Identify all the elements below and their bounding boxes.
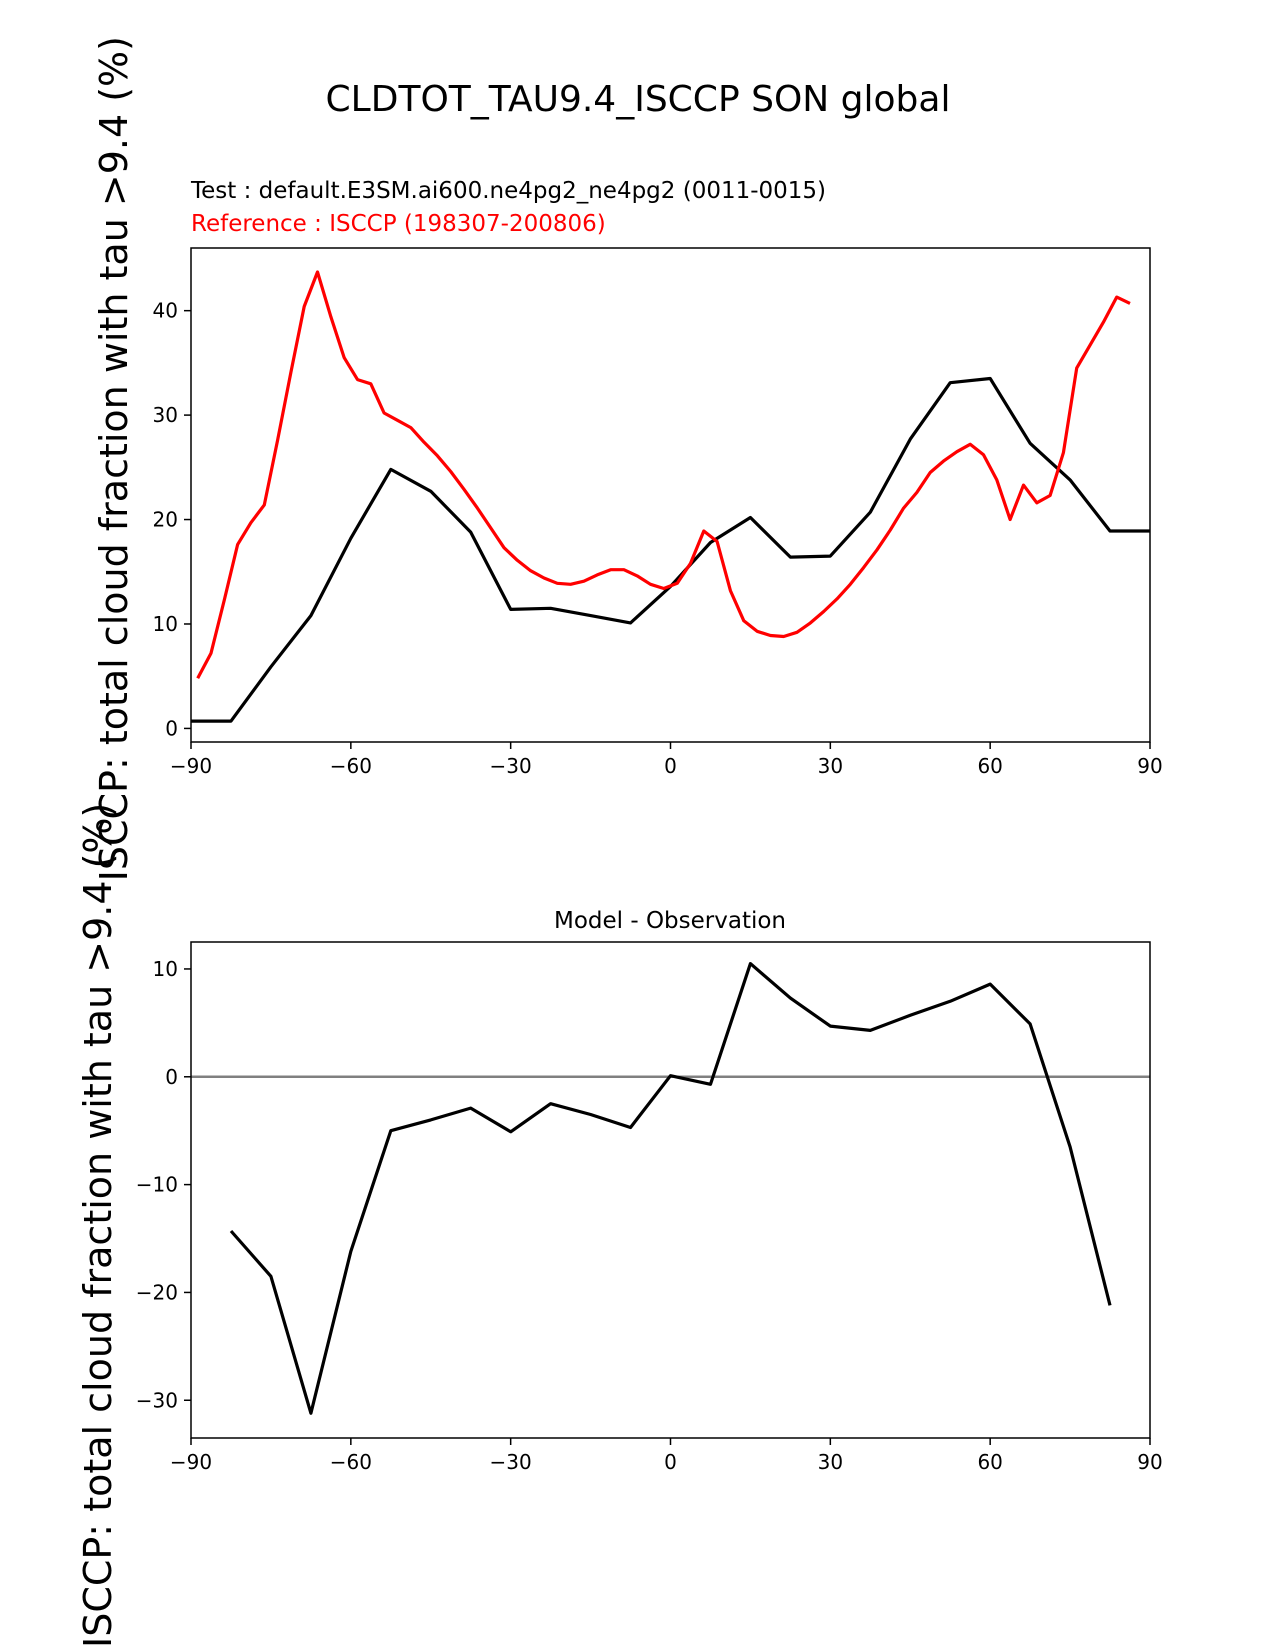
- top-y-tick-label: 30: [153, 403, 178, 427]
- bottom-y-tick-label: −20: [136, 1280, 178, 1304]
- bottom-y-tick-label: 0: [165, 1065, 178, 1089]
- test-label: Test : default.E3SM.ai600.ne4pg2_ne4pg2 …: [190, 178, 826, 204]
- reference-label: Reference : ISCCP (198307-200806): [191, 211, 606, 237]
- top-x-tick-label: 90: [1137, 754, 1162, 778]
- top-x-tick-label: 60: [977, 754, 1002, 778]
- bottom-x-tick-label: 0: [664, 1450, 677, 1474]
- top-x-tick-label: −90: [170, 754, 212, 778]
- bottom-panel-series: [191, 961, 1150, 1415]
- top-reference-series-line: [196, 270, 1131, 680]
- bottom-test-series-line: [229, 961, 1112, 1415]
- top-panel-frame: [190, 247, 1151, 743]
- top-test-series-line: [191, 376, 1150, 723]
- top-panel: −90 −60 −30 0 30 60 90 0 10 20 30 40: [153, 247, 1163, 778]
- bottom-panel-ticks: −90 −60 −30 0 30 60 90 −30 −20 −10 0 10: [136, 957, 1163, 1474]
- bottom-y-tick-label: −10: [136, 1173, 178, 1197]
- bottom-x-tick-label: 60: [977, 1450, 1002, 1474]
- bottom-panel-title: Model - Observation: [554, 908, 786, 934]
- figure-title: CLDTOT_TAU9.4_ISCCP SON global: [326, 79, 951, 120]
- bottom-x-tick-label: −90: [170, 1450, 212, 1474]
- top-y-tick-label: 20: [153, 508, 178, 532]
- bottom-x-tick-label: −30: [490, 1450, 532, 1474]
- bottom-x-tick-label: −60: [330, 1450, 372, 1474]
- bottom-x-tick-label: 30: [818, 1450, 843, 1474]
- top-x-tick-label: −30: [490, 754, 532, 778]
- bottom-panel-frame: [190, 941, 1151, 1439]
- top-panel-series: [191, 270, 1150, 723]
- top-panel-ticks: −90 −60 −30 0 30 60 90 0 10 20 30 40: [153, 299, 1163, 778]
- y-axis-label-top: ISCCP: total cloud fraction with tau >9.…: [92, 36, 136, 881]
- bottom-x-tick-label: 90: [1137, 1450, 1162, 1474]
- bottom-panel: Model - Observation −90 −60 −30 0 30 60 90−30−…: [136, 908, 1163, 1474]
- top-x-tick-label: 0: [664, 754, 677, 778]
- bottom-y-tick-label: 10: [153, 957, 178, 981]
- top-y-tick-label: 40: [153, 299, 178, 323]
- y-axis-label-bottom: ISCCP: total cloud fraction with tau >9.…: [76, 803, 120, 1648]
- top-x-tick-label: 30: [818, 754, 843, 778]
- top-x-tick-label: −60: [330, 754, 372, 778]
- top-y-tick-label: 0: [165, 716, 178, 740]
- bottom-y-tick-label: −30: [136, 1388, 178, 1412]
- top-y-tick-label: 10: [153, 612, 178, 636]
